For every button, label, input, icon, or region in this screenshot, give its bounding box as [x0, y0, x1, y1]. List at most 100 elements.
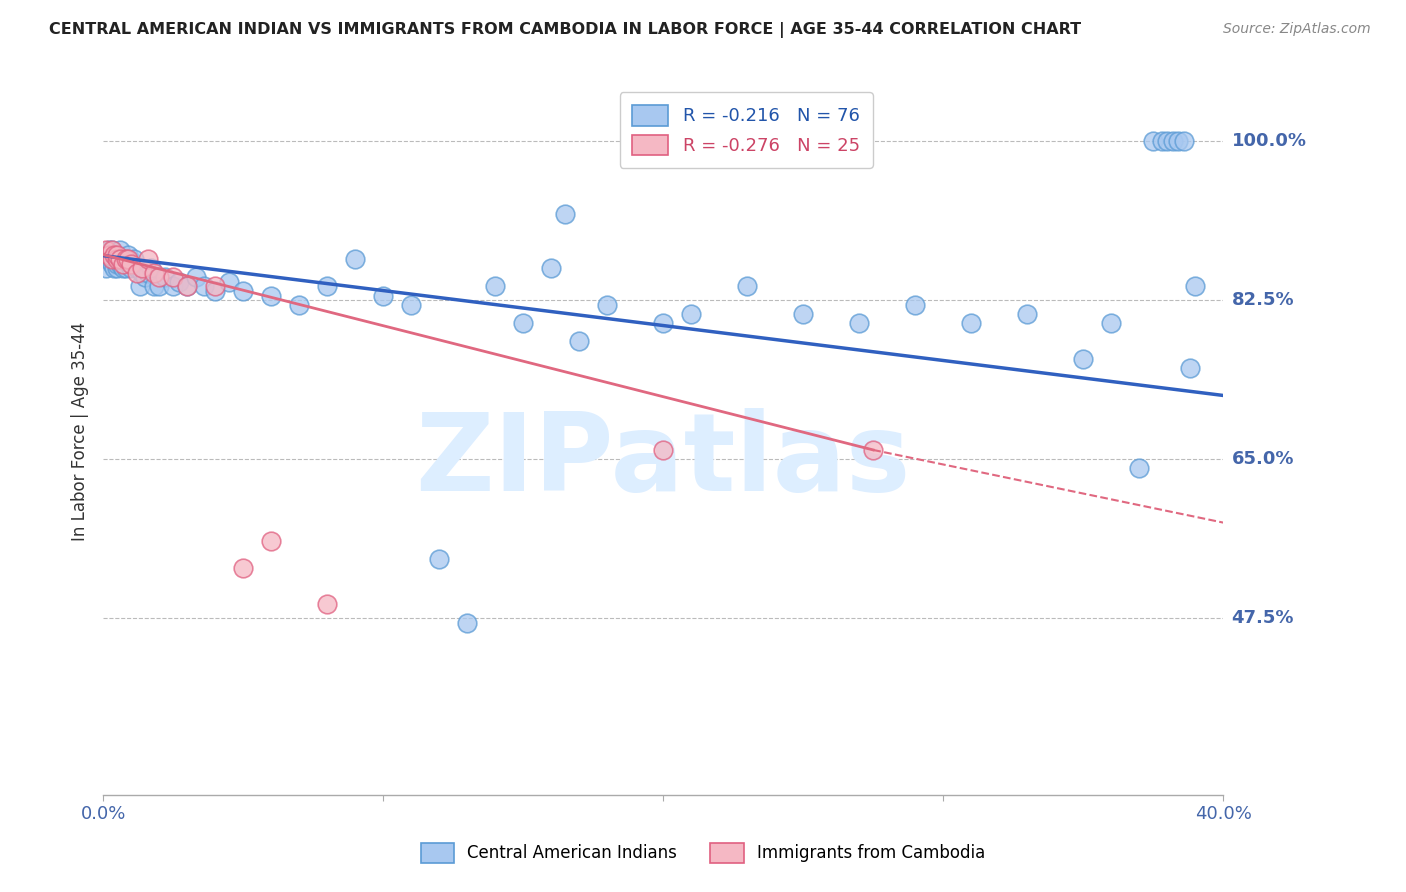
Point — [373, 288, 395, 302]
Point — [176, 279, 198, 293]
Point — [97, 252, 120, 267]
Point — [100, 243, 122, 257]
Legend: Central American Indians, Immigrants from Cambodia: Central American Indians, Immigrants fro… — [404, 827, 1002, 880]
Point — [100, 248, 122, 262]
Point — [100, 243, 122, 257]
Point — [97, 248, 120, 262]
Point — [1099, 316, 1122, 330]
Point — [111, 252, 134, 267]
Point — [176, 279, 198, 293]
Point — [108, 243, 131, 257]
Point — [484, 279, 506, 293]
Point — [131, 261, 153, 276]
Point — [131, 266, 153, 280]
Point — [652, 442, 675, 457]
Point — [1142, 134, 1164, 148]
Point — [218, 275, 240, 289]
Point — [344, 252, 367, 267]
Point — [105, 261, 128, 276]
Point — [97, 243, 120, 257]
Point — [554, 207, 576, 221]
Point — [114, 252, 136, 267]
Point — [1173, 134, 1195, 148]
Point — [456, 615, 478, 630]
Point — [108, 252, 131, 267]
Point — [139, 261, 162, 276]
Text: 47.5%: 47.5% — [1232, 609, 1294, 627]
Point — [148, 279, 170, 293]
Point — [162, 279, 184, 293]
Point — [792, 307, 814, 321]
Point — [128, 279, 150, 293]
Point — [125, 266, 148, 280]
Point — [105, 252, 128, 267]
Point — [316, 598, 339, 612]
Point — [232, 561, 254, 575]
Point — [1161, 134, 1184, 148]
Point — [105, 248, 128, 262]
Point — [288, 298, 311, 312]
Point — [1178, 361, 1201, 376]
Point — [232, 284, 254, 298]
Point — [596, 298, 619, 312]
Point — [148, 270, 170, 285]
Point — [142, 266, 165, 280]
Point — [105, 257, 128, 271]
Point — [100, 252, 122, 267]
Point — [427, 552, 450, 566]
Point — [1071, 352, 1094, 367]
Point — [960, 316, 983, 330]
Point — [105, 248, 128, 262]
Point — [125, 261, 148, 276]
Point — [111, 257, 134, 271]
Text: Source: ZipAtlas.com: Source: ZipAtlas.com — [1223, 22, 1371, 37]
Point — [512, 316, 534, 330]
Point — [122, 252, 145, 267]
Point — [120, 257, 142, 271]
Point — [134, 270, 156, 285]
Text: ZIPatlas: ZIPatlas — [416, 408, 911, 514]
Point — [681, 307, 703, 321]
Point — [1167, 134, 1189, 148]
Point — [652, 316, 675, 330]
Point — [162, 270, 184, 285]
Point — [184, 270, 207, 285]
Point — [97, 248, 120, 262]
Legend: R = -0.216   N = 76, R = -0.276   N = 25: R = -0.216 N = 76, R = -0.276 N = 25 — [620, 92, 873, 168]
Point — [848, 316, 870, 330]
Point — [142, 279, 165, 293]
Point — [153, 270, 176, 285]
Point — [108, 257, 131, 271]
Point — [862, 442, 884, 457]
Point — [103, 261, 125, 276]
Point — [136, 252, 159, 267]
Point — [1150, 134, 1173, 148]
Point — [94, 261, 117, 276]
Point — [100, 257, 122, 271]
Point — [120, 254, 142, 268]
Point — [167, 275, 190, 289]
Point — [136, 266, 159, 280]
Point — [1156, 134, 1178, 148]
Point — [904, 298, 927, 312]
Point — [260, 288, 283, 302]
Text: 65.0%: 65.0% — [1232, 450, 1294, 468]
Point — [1184, 279, 1206, 293]
Point — [94, 243, 117, 257]
Text: CENTRAL AMERICAN INDIAN VS IMMIGRANTS FROM CAMBODIA IN LABOR FORCE | AGE 35-44 C: CENTRAL AMERICAN INDIAN VS IMMIGRANTS FR… — [49, 22, 1081, 38]
Point — [103, 252, 125, 267]
Point — [111, 261, 134, 276]
Point — [204, 279, 226, 293]
Point — [117, 248, 139, 262]
Y-axis label: In Labor Force | Age 35-44: In Labor Force | Age 35-44 — [72, 322, 89, 541]
Point — [1128, 461, 1150, 475]
Point — [114, 261, 136, 276]
Point — [204, 284, 226, 298]
Text: 100.0%: 100.0% — [1232, 132, 1306, 150]
Point — [114, 252, 136, 267]
Point — [735, 279, 758, 293]
Point — [103, 248, 125, 262]
Point — [117, 252, 139, 267]
Point — [103, 248, 125, 262]
Point — [540, 261, 562, 276]
